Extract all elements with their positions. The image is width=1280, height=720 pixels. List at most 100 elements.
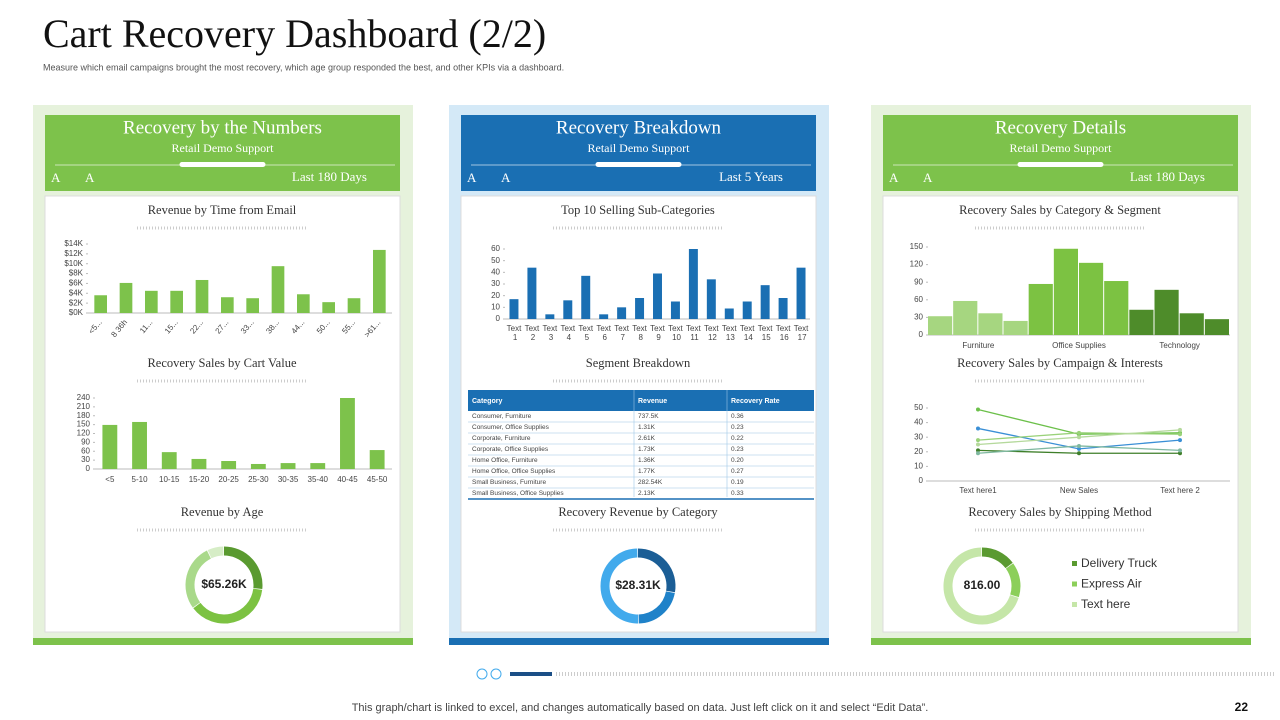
x-tick-label: New Sales: [1060, 486, 1098, 495]
x-tick-label: Text 8: [632, 324, 647, 342]
y-tick-label: 30: [914, 432, 923, 441]
panel-subtitle: Retail Demo Support: [588, 141, 691, 155]
y-tick-label: 10: [491, 302, 500, 311]
y-tick-label: 180: [77, 411, 91, 420]
divider-knob: [595, 162, 682, 167]
panel-foot: [33, 638, 413, 645]
y-tick-label: 90: [81, 437, 90, 446]
bar: [670, 301, 680, 319]
cell: 0.36: [731, 413, 744, 420]
x-tick-label: 30-35: [278, 475, 299, 484]
y-tick-label: $14K: [64, 239, 83, 248]
donut-segment: [185, 550, 212, 608]
bar: [617, 307, 627, 319]
x-tick-label: Text 1: [507, 324, 522, 342]
y-tick-label: 30: [914, 313, 923, 322]
legend-swatch: [1072, 602, 1077, 607]
bar: [191, 458, 207, 469]
pager-dot: [476, 668, 488, 680]
cell: 0.27: [731, 468, 744, 475]
column-header: Revenue: [638, 398, 667, 405]
x-tick-label: Text 6: [596, 324, 611, 342]
x-tick-label: Text 17: [794, 324, 809, 342]
panel-foot: [449, 638, 829, 645]
y-tick-label: 40: [914, 418, 923, 427]
font-control: A: [51, 170, 61, 185]
x-tick-label: Text 2: [525, 324, 540, 342]
bar: [653, 273, 662, 319]
chart-title: Recovery Revenue by Category: [558, 505, 718, 519]
chart-title: Top 10 Selling Sub-Categories: [561, 203, 715, 217]
x-tick-label: Text 16: [776, 324, 791, 342]
bar: [509, 299, 519, 319]
bar: [369, 450, 385, 469]
cell: 2.61K: [638, 435, 656, 442]
x-tick-label: Furniture: [962, 341, 995, 350]
y-tick-label: $8K: [69, 269, 84, 278]
bar: [1204, 319, 1229, 335]
x-tick-label: 25-30: [248, 475, 269, 484]
bar: [373, 249, 386, 313]
x-tick-label: Technology: [1159, 341, 1199, 350]
panel-foot: [871, 638, 1251, 645]
y-tick-label: 150: [77, 420, 91, 429]
bar: [1079, 262, 1104, 335]
bar: [953, 300, 978, 335]
x-tick-label: Text 7: [614, 324, 629, 342]
bar: [563, 300, 573, 319]
x-tick-label: Text 14: [740, 324, 755, 342]
bar: [742, 301, 752, 319]
bar: [161, 452, 177, 469]
bar: [145, 290, 158, 313]
x-tick-label: Text 9: [650, 324, 665, 342]
bar: [581, 275, 591, 319]
y-tick-label: 40: [491, 267, 500, 276]
y-tick-label: 50: [914, 403, 923, 412]
legend-label: Express Air: [1081, 577, 1142, 591]
bar: [796, 267, 806, 319]
legend-label: Delivery Truck: [1081, 556, 1158, 570]
cell: 1.36K: [638, 457, 656, 464]
point: [976, 438, 980, 443]
x-tick-label: Text 3: [543, 324, 558, 342]
cell: Small Business, Furniture: [472, 479, 546, 486]
x-tick-label: 35-40: [308, 475, 329, 484]
bar: [1053, 248, 1078, 335]
bar: [271, 266, 285, 313]
y-tick-label: $2K: [69, 298, 84, 307]
bar: [221, 461, 237, 469]
font-control: A: [501, 170, 511, 185]
cell: 1.31K: [638, 424, 656, 431]
point: [1077, 443, 1081, 448]
bar: [545, 314, 555, 319]
cell: 1.73K: [638, 446, 656, 453]
y-tick-label: 30: [491, 279, 500, 288]
bar: [119, 282, 133, 313]
y-tick-label: 120: [910, 260, 924, 269]
chart-title: Recovery Sales by Cart Value: [147, 356, 296, 370]
divider-knob: [179, 162, 266, 167]
table-header: [468, 390, 814, 411]
panel-subtitle: Retail Demo Support: [172, 141, 275, 155]
y-tick-label: 0: [496, 314, 501, 323]
x-tick-label: <5: [105, 475, 115, 484]
bar: [322, 302, 335, 313]
point: [1077, 430, 1081, 435]
bar: [340, 398, 355, 469]
cell: Home Office, Office Supplies: [472, 468, 556, 475]
bar: [1003, 320, 1028, 335]
donut-segment: [638, 591, 675, 624]
x-tick-label: 45-50: [367, 475, 388, 484]
y-tick-label: $4K: [69, 288, 84, 297]
donut-segment: [223, 546, 263, 590]
x-tick-label: Text 4: [560, 324, 575, 342]
panel-header: [883, 115, 1238, 191]
bar: [94, 295, 107, 313]
period: Last 5 Years: [719, 169, 783, 184]
panel-title: Recovery by the Numbers: [123, 117, 322, 138]
y-tick-label: 0: [919, 330, 924, 339]
font-control: A: [889, 170, 899, 185]
x-tick-label: Text 15: [758, 324, 773, 342]
cell: 0.20: [731, 457, 744, 464]
